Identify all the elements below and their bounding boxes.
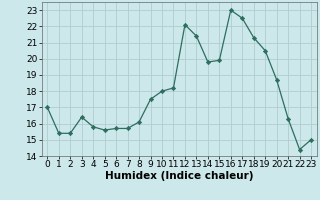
X-axis label: Humidex (Indice chaleur): Humidex (Indice chaleur): [105, 171, 253, 181]
